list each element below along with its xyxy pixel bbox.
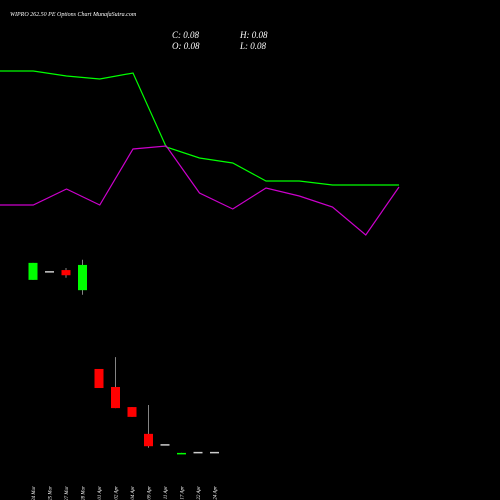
x-tick-label: 28 Mar — [82, 486, 87, 500]
candle-body — [78, 264, 87, 291]
candle-body — [45, 271, 54, 273]
x-tick-label: 17 Apr — [181, 486, 186, 500]
x-tick-label: 04 Apr — [131, 486, 136, 500]
high-label: H: 0.08 — [239, 30, 268, 40]
x-tick-label: 01 Apr — [98, 486, 103, 500]
x-tick-label: 24 Mar — [32, 486, 37, 500]
candle-body — [127, 407, 137, 417]
indicator-line — [0, 145, 400, 236]
indicator-line — [0, 70, 399, 186]
low-label: L: 0.08 — [239, 41, 267, 51]
x-tick-label: 02 Apr — [115, 486, 120, 500]
chart-title: WIPRO 262.50 PE Options Chart MunafaSutr… — [10, 11, 137, 18]
candle-body — [94, 368, 104, 389]
x-tick-label: 11 Apr — [164, 486, 169, 499]
candle-body — [160, 444, 170, 446]
candle-body — [28, 262, 38, 280]
candle-body — [210, 451, 219, 454]
candle-body — [193, 451, 203, 454]
x-tick-label: 27 Mar — [65, 486, 70, 500]
x-tick-label: 25 Mar — [49, 486, 54, 500]
candle-body — [61, 270, 71, 276]
x-tick-label: 22 Apr — [197, 486, 202, 500]
candle-body — [111, 386, 120, 409]
candle-body — [177, 452, 186, 455]
x-tick-label: 24 Apr — [214, 486, 219, 500]
x-tick-label: 09 Apr — [148, 486, 153, 500]
candle-body — [144, 433, 153, 447]
close-label: C: 0.08 — [172, 30, 200, 40]
open-label: O: 0.08 — [172, 41, 200, 51]
